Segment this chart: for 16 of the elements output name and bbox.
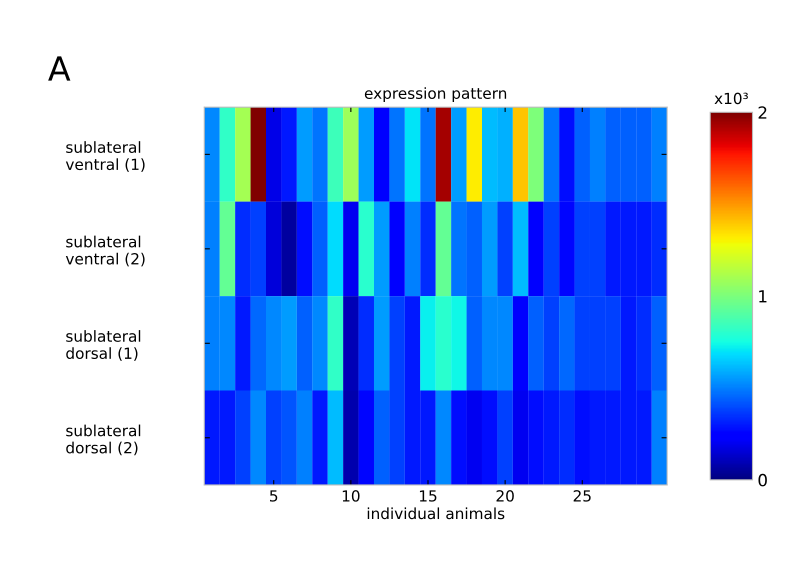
x-axis-title: individual animals xyxy=(368,507,504,520)
x-tick-label: 10 xyxy=(342,490,360,502)
color-bar-label: 1 xyxy=(759,290,766,302)
x-tick-label: 5 xyxy=(270,490,278,502)
y-tick-label: sublateral dorsal (2) xyxy=(66,424,140,456)
y-tick-label: sublateral ventral (2) xyxy=(66,236,145,266)
y-tick-label: sublateral ventral (1) xyxy=(66,141,145,172)
x-tick-label: 15 xyxy=(420,490,436,502)
x-tick-label: 20 xyxy=(496,490,514,502)
color-bar-label: 0 xyxy=(758,474,767,486)
y-tick-label: sublateral dorsal (1) xyxy=(66,330,140,361)
text: A xyxy=(48,56,70,81)
chart-title: expression pattern xyxy=(364,87,506,102)
x-tick-label: 25 xyxy=(574,490,591,502)
color-bar-label: 2 xyxy=(758,106,766,119)
color-bar-title: x10³ xyxy=(714,92,748,104)
